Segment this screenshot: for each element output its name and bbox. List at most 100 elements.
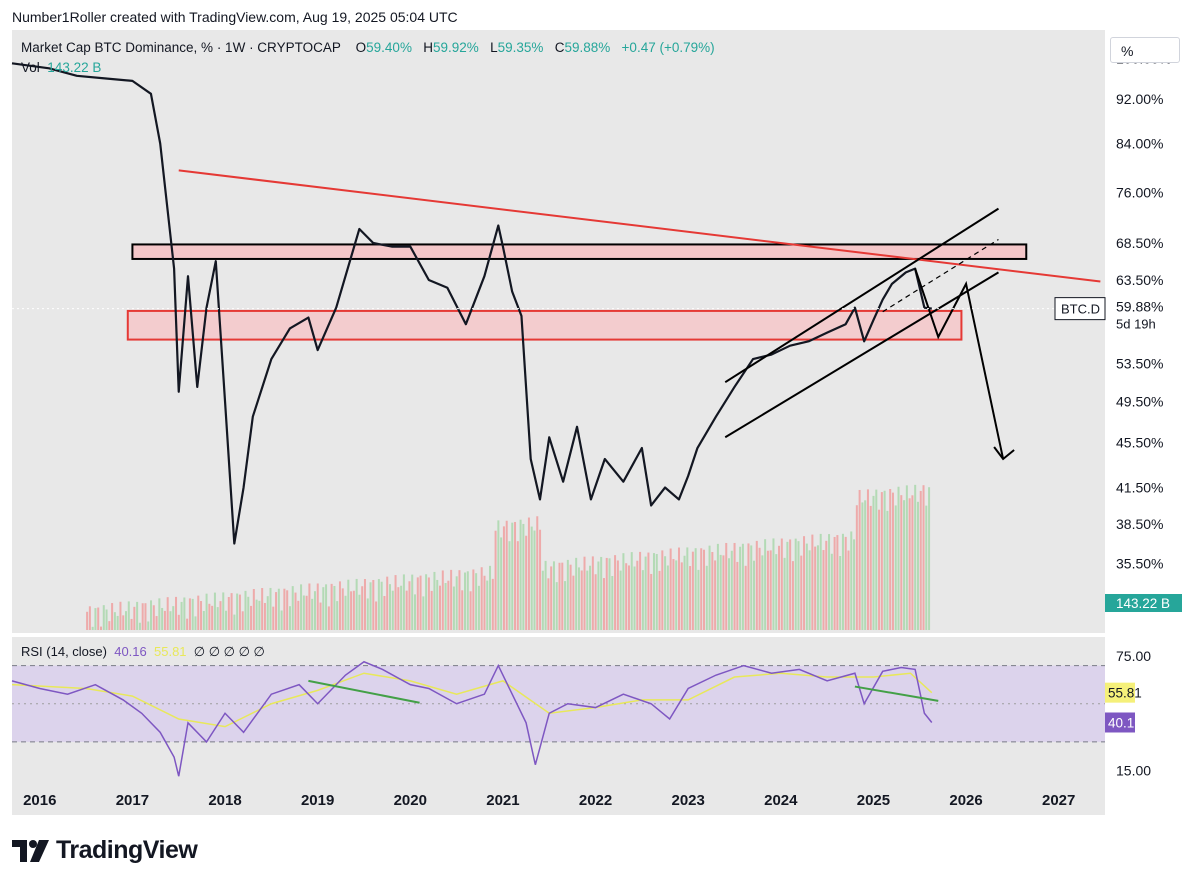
- volume-bar: [225, 610, 228, 630]
- rsi-tick-label: 75.00: [1116, 648, 1151, 664]
- volume-bar: [111, 603, 114, 630]
- volume-bar: [313, 591, 316, 630]
- volume-bar: [150, 600, 153, 630]
- volume-bar: [783, 557, 786, 630]
- volume-bar: [689, 566, 692, 630]
- volume-bar: [891, 492, 894, 630]
- volume-bar: [608, 558, 611, 630]
- volume-bar: [325, 584, 328, 630]
- volume-bar: [644, 556, 647, 630]
- high-label: H: [423, 40, 433, 55]
- volume-bar: [152, 605, 155, 630]
- volume-bar: [730, 550, 733, 630]
- time-tick-label: 2027: [1042, 792, 1075, 809]
- rsi-ma-badge: [1105, 682, 1135, 703]
- volume-bar: [666, 565, 669, 630]
- volume-bar: [472, 569, 475, 630]
- volume-bar: [822, 550, 825, 630]
- volume-bar: [900, 495, 903, 630]
- price-tick-label: 84.00%: [1116, 135, 1163, 151]
- volume-bar: [928, 487, 931, 630]
- volume-bar: [422, 596, 425, 630]
- falling-resistance-trendline: [178, 169, 1101, 283]
- lower-support-zone: [126, 309, 963, 341]
- volume-bar: [741, 543, 744, 630]
- volume-bar: [566, 559, 569, 630]
- volume-bar: [586, 570, 589, 630]
- brand-name: TradingView: [56, 836, 198, 864]
- volume-bar: [519, 519, 522, 630]
- volume-bar: [416, 577, 419, 630]
- volume-bar: [652, 553, 655, 630]
- volume-bar: [825, 540, 828, 630]
- volume-bar: [841, 533, 844, 630]
- volume-bar: [144, 603, 147, 630]
- volume-bar: [455, 576, 458, 630]
- volume-bar: [341, 588, 344, 630]
- volume-bar: [377, 579, 380, 630]
- volume-axis-label: 143.22 B: [1116, 596, 1170, 611]
- volume-bar: [775, 554, 778, 630]
- volume-bar: [252, 589, 255, 630]
- rsi-divergence-line: [854, 685, 939, 702]
- volume-bar: [372, 579, 375, 630]
- volume-bar: [786, 541, 789, 630]
- volume-bar: [161, 607, 164, 630]
- countdown-label: 5d 19h: [1116, 317, 1156, 332]
- volume-bar: [358, 594, 361, 630]
- volume-bar: [116, 615, 119, 630]
- volume-bar: [411, 574, 414, 630]
- volume-bar: [861, 502, 864, 630]
- channel-mid-line: [882, 238, 999, 313]
- volume-bar: [514, 521, 517, 630]
- rsi-ma-legend-value: 55.81: [154, 644, 187, 659]
- time-tick-label: 2026: [949, 792, 982, 809]
- volume-bar: [102, 605, 105, 630]
- volume-bar: [522, 523, 525, 630]
- change-value: +0.47 (+0.79%): [621, 40, 715, 55]
- volume-bar: [641, 570, 644, 630]
- volume-bar: [405, 590, 408, 630]
- volume-bar: [230, 593, 233, 630]
- vol-label: Vol: [21, 60, 40, 75]
- rsi-placeholders: ∅ ∅ ∅ ∅ ∅: [193, 644, 265, 659]
- volume-bar: [175, 596, 178, 630]
- volume-bar: [263, 602, 266, 630]
- volume-bar: [800, 555, 803, 630]
- price-tick-label: 45.50%: [1116, 435, 1163, 451]
- volume-bar: [188, 598, 191, 630]
- volume-bar: [236, 593, 239, 630]
- volume-bar: [736, 561, 739, 630]
- volume-bar: [266, 596, 269, 630]
- volume-bar: [597, 561, 600, 630]
- volume-bar: [550, 566, 553, 630]
- volume-bar: [622, 553, 625, 630]
- volume-bar: [408, 581, 411, 630]
- volume-bar: [227, 597, 230, 630]
- volume-bar: [875, 489, 878, 630]
- volume-bar: [564, 581, 567, 630]
- volume-bar: [491, 578, 494, 630]
- volume-bar: [894, 505, 897, 630]
- rsi-ma-line: [11, 672, 933, 728]
- volume-bar: [869, 505, 872, 630]
- volume-bar: [283, 588, 286, 630]
- volume-bar: [883, 490, 886, 630]
- volume-bar: [97, 607, 100, 630]
- volume-bar: [925, 505, 928, 630]
- volume-bar: [919, 490, 922, 630]
- volume-bar: [639, 551, 642, 630]
- volume-bar: [808, 550, 811, 630]
- volume-bar: [814, 546, 817, 630]
- rsi-divergence-line: [308, 679, 420, 704]
- price-tick-label: 92.00%: [1116, 91, 1163, 107]
- volume-bar: [533, 530, 536, 630]
- volume-bar: [444, 583, 447, 630]
- volume-bar: [191, 598, 194, 630]
- volume-bar: [286, 590, 289, 630]
- percent-scale-button[interactable]: %: [1110, 37, 1180, 63]
- volume-bar: [755, 540, 758, 630]
- volume-bar: [516, 541, 519, 630]
- volume-bar: [719, 554, 722, 630]
